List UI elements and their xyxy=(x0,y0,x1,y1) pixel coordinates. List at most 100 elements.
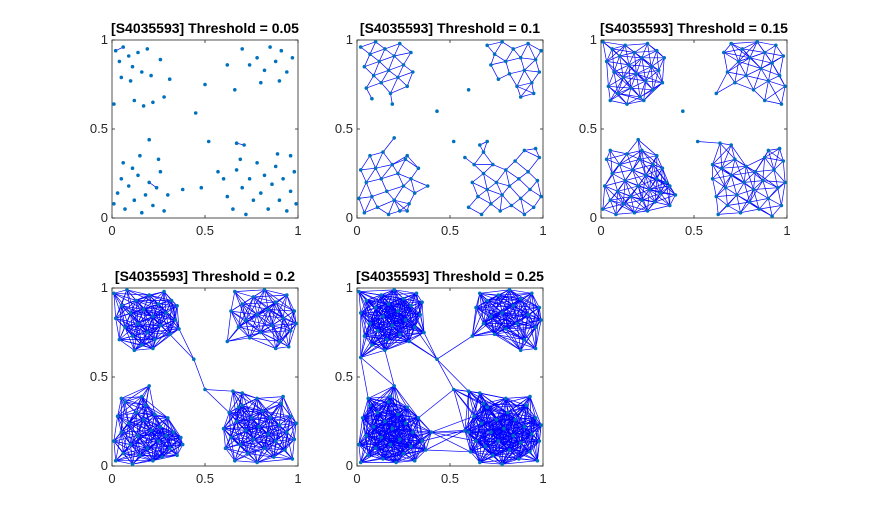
edge xyxy=(360,167,376,171)
edge xyxy=(275,438,295,442)
edge xyxy=(734,159,745,183)
node-point xyxy=(117,337,122,342)
node-point xyxy=(396,309,400,313)
edge xyxy=(527,171,538,181)
edge xyxy=(130,412,137,445)
edge xyxy=(384,421,406,424)
edge xyxy=(396,460,415,463)
nodes xyxy=(601,40,787,218)
edge xyxy=(146,332,154,349)
edge xyxy=(418,417,427,451)
edge xyxy=(619,55,642,59)
edge xyxy=(403,423,406,454)
node-point xyxy=(277,423,282,427)
node-point xyxy=(537,70,542,74)
edge xyxy=(727,71,736,83)
node-point xyxy=(128,442,133,447)
edge xyxy=(730,43,739,62)
edge xyxy=(654,201,670,206)
node-point xyxy=(373,446,378,451)
edge xyxy=(498,73,510,80)
edge xyxy=(365,398,369,436)
edge xyxy=(121,398,146,406)
node-point xyxy=(375,410,380,415)
edge xyxy=(464,407,488,431)
edge xyxy=(379,55,395,62)
edge xyxy=(392,158,406,165)
node-point xyxy=(615,189,620,194)
edge xyxy=(403,298,425,333)
x-tick-label: 1 xyxy=(539,223,546,238)
node-point xyxy=(221,177,226,181)
edge xyxy=(124,327,135,351)
edge xyxy=(135,396,143,413)
x-tick-label: 0.5 xyxy=(196,223,214,238)
edge xyxy=(228,412,241,445)
edge xyxy=(286,416,291,433)
node-point xyxy=(617,54,622,58)
edge xyxy=(779,75,786,87)
edge xyxy=(505,305,514,330)
edge xyxy=(645,167,663,176)
node-point xyxy=(266,432,271,436)
edge xyxy=(768,182,786,199)
edge xyxy=(275,425,280,442)
edge xyxy=(612,48,635,53)
edge xyxy=(242,405,263,412)
edge xyxy=(227,332,261,342)
edge xyxy=(764,45,776,53)
edge xyxy=(516,293,533,324)
edge xyxy=(626,100,644,105)
edge xyxy=(535,59,540,73)
edge xyxy=(273,439,295,458)
edge xyxy=(472,182,488,190)
edge xyxy=(773,148,780,170)
edge xyxy=(275,323,297,349)
node-point xyxy=(418,312,423,317)
node-point xyxy=(270,323,274,328)
edge xyxy=(730,159,736,176)
edge xyxy=(360,155,371,171)
node-point xyxy=(533,325,538,330)
edge xyxy=(436,358,469,392)
edge xyxy=(623,199,642,205)
node-point xyxy=(259,191,263,195)
edge xyxy=(479,293,484,324)
edge xyxy=(634,210,648,214)
edge xyxy=(358,198,365,213)
edge xyxy=(740,208,760,214)
node-point xyxy=(463,428,467,433)
edge xyxy=(639,159,646,176)
edge xyxy=(505,61,510,74)
edge xyxy=(238,296,254,328)
edge xyxy=(238,326,261,333)
y-tick-label: 0.5 xyxy=(335,121,353,136)
edge xyxy=(609,77,624,101)
node-point xyxy=(668,184,672,188)
x-tick-label: 0.5 xyxy=(196,471,214,486)
edge xyxy=(150,430,154,461)
node-point xyxy=(500,462,504,467)
edge xyxy=(262,396,284,412)
edge xyxy=(501,428,505,465)
node-point xyxy=(244,428,248,433)
edge xyxy=(230,437,265,449)
edge xyxy=(498,441,503,465)
edge xyxy=(130,419,144,445)
edge xyxy=(641,150,654,165)
node-point xyxy=(531,91,536,96)
edge xyxy=(745,166,764,181)
edge xyxy=(604,185,618,192)
node-point xyxy=(476,194,480,199)
edge xyxy=(133,323,139,351)
node-point xyxy=(623,43,627,48)
edge xyxy=(406,71,414,87)
y-tick-label: 0.5 xyxy=(90,369,108,384)
node-point xyxy=(625,102,629,106)
edge xyxy=(388,64,404,71)
edge xyxy=(505,398,527,406)
node-point xyxy=(755,40,759,44)
edge xyxy=(286,294,297,324)
edge xyxy=(507,396,531,413)
node-point xyxy=(655,177,659,181)
